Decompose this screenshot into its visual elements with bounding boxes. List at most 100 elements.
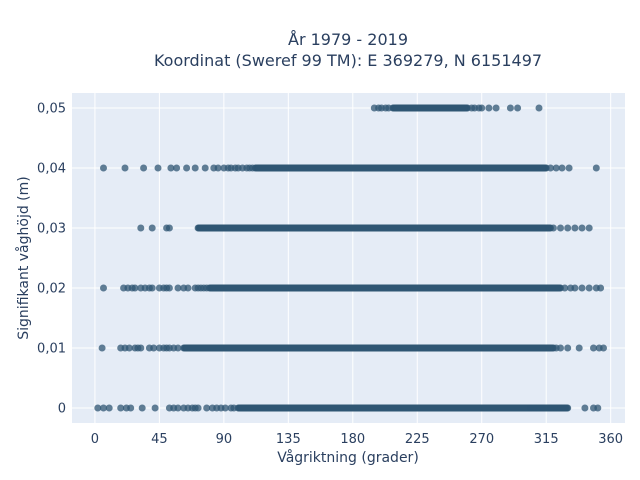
x-tick-label: 45 — [151, 432, 168, 447]
data-point — [514, 104, 522, 112]
data-point — [167, 164, 175, 172]
data-point — [121, 164, 129, 172]
data-point — [184, 284, 192, 292]
x-tick-label: 225 — [405, 432, 430, 447]
data-point — [585, 284, 593, 292]
plot-area — [72, 93, 625, 423]
data-point — [138, 404, 146, 412]
data-point — [532, 404, 540, 412]
data-point — [538, 404, 546, 412]
x-tick-label: 270 — [469, 432, 494, 447]
data-point — [492, 104, 500, 112]
data-point — [565, 164, 573, 172]
data-point — [230, 404, 238, 412]
data-point — [191, 164, 199, 172]
y-axis-title: Signifikant våghöjd (m) — [15, 176, 32, 339]
data-point — [154, 164, 162, 172]
data-point — [174, 284, 182, 292]
data-point — [547, 164, 554, 172]
data-point — [564, 344, 572, 352]
data-point — [535, 104, 543, 112]
dense-point-band — [255, 164, 547, 172]
data-point — [385, 104, 393, 112]
data-point — [558, 164, 566, 172]
data-point — [98, 344, 106, 352]
x-axis-title: Vågriktning (grader) — [277, 449, 419, 466]
data-point — [117, 404, 125, 412]
data-point — [214, 164, 222, 172]
data-point — [100, 164, 107, 172]
data-point — [557, 344, 564, 352]
y-tick-labels: 0 0,01 0,02 0,03 0,04 0,05 — [37, 102, 66, 417]
data-point — [131, 284, 139, 292]
chart-title-line1: År 1979 - 2019 — [288, 30, 408, 49]
data-point — [100, 404, 107, 412]
data-point — [571, 284, 579, 292]
data-point — [547, 404, 554, 412]
data-point — [592, 164, 600, 172]
dense-point-band — [198, 224, 551, 232]
x-tick-label: 360 — [598, 432, 623, 447]
data-point — [597, 284, 605, 292]
data-point — [174, 404, 182, 412]
data-point — [594, 404, 602, 412]
data-point — [249, 164, 256, 172]
data-point — [125, 344, 133, 352]
data-point — [94, 404, 102, 412]
chart-title-line2: Koordinat (Sweref 99 TM): E 369279, N 61… — [154, 51, 542, 70]
data-point — [127, 404, 135, 412]
data-point — [575, 344, 583, 352]
data-point — [165, 224, 173, 232]
data-point — [221, 404, 229, 412]
dense-point-band — [238, 404, 568, 412]
data-point — [151, 404, 159, 412]
y-tick-label: 0,04 — [37, 162, 66, 177]
data-point — [203, 284, 211, 292]
data-point — [561, 404, 569, 412]
data-point — [600, 344, 607, 352]
y-tick-label: 0,01 — [37, 342, 66, 357]
data-point — [148, 284, 156, 292]
data-point — [478, 104, 486, 112]
data-point — [183, 164, 191, 172]
data-point — [137, 224, 145, 232]
data-point — [564, 224, 572, 232]
x-tick-label: 135 — [276, 432, 301, 447]
data-point — [203, 404, 211, 412]
data-point — [485, 104, 493, 112]
dense-point-band — [392, 104, 468, 112]
data-point — [137, 344, 145, 352]
data-point — [571, 224, 579, 232]
y-tick-label: 0,03 — [37, 222, 66, 237]
data-point — [148, 224, 156, 232]
data-point — [100, 284, 107, 292]
data-points — [94, 104, 607, 412]
dense-point-band — [183, 344, 554, 352]
x-tick-label: 90 — [216, 432, 233, 447]
data-point — [561, 284, 569, 292]
dense-point-band — [209, 284, 561, 292]
data-point — [105, 404, 113, 412]
data-point — [140, 164, 148, 172]
data-point — [506, 104, 514, 112]
data-point — [549, 224, 557, 232]
data-point — [581, 404, 589, 412]
data-point — [194, 404, 202, 412]
data-point — [173, 164, 181, 172]
x-tick-labels: 0 45 90 135 180 225 270 315 360 — [91, 432, 623, 447]
data-point — [174, 344, 182, 352]
data-point — [201, 164, 209, 172]
x-tick-label: 0 — [91, 432, 99, 447]
data-point — [590, 344, 597, 352]
data-point — [150, 344, 158, 352]
data-point — [578, 224, 586, 232]
data-point — [526, 404, 534, 412]
y-tick-label: 0,05 — [37, 102, 66, 117]
y-tick-label: 0,02 — [37, 282, 66, 297]
data-point — [585, 224, 593, 232]
x-tick-label: 180 — [340, 432, 365, 447]
data-point — [557, 224, 564, 232]
data-point — [552, 164, 560, 172]
data-point — [165, 284, 173, 292]
